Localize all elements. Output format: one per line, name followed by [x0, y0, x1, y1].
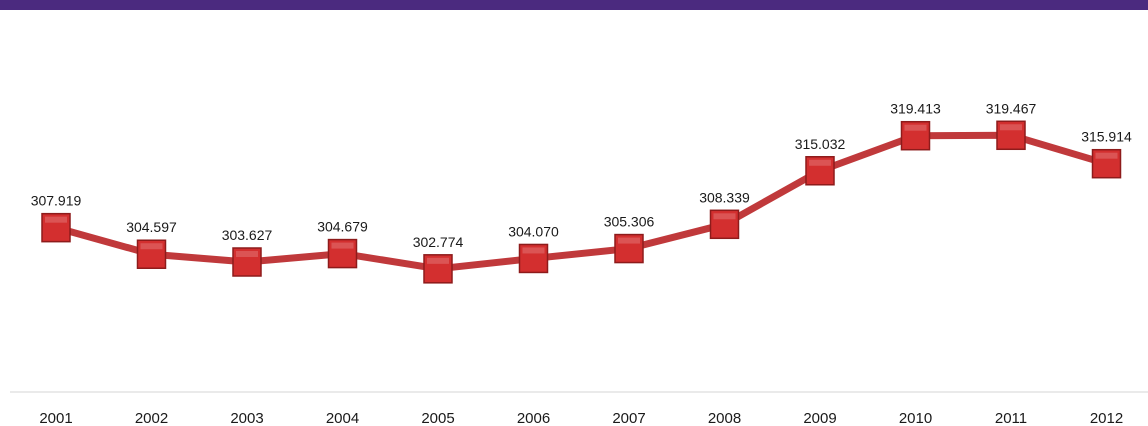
x-tick-label: 2010 — [899, 410, 932, 426]
x-tick-label: 2009 — [803, 410, 836, 426]
data-label: 304.597 — [126, 219, 177, 235]
data-label: 305.306 — [604, 214, 655, 230]
marker-highlight — [141, 243, 163, 249]
data-label: 304.679 — [317, 219, 368, 235]
marker-highlight — [618, 238, 640, 244]
data-label: 319.413 — [890, 101, 941, 117]
data-label: 308.339 — [699, 189, 750, 205]
marker-highlight — [905, 125, 927, 131]
x-tick-label: 2003 — [230, 410, 263, 426]
marker-highlight — [332, 243, 354, 249]
x-tick-layer: 2001 2002 2003 2004 2005 2006 2007 2008 2009 2010… — [39, 410, 1123, 426]
x-tick-label: 2007 — [612, 410, 645, 426]
data-label: 302.774 — [413, 234, 464, 250]
x-tick-label: 2006 — [517, 410, 550, 426]
marker-highlight — [714, 213, 736, 219]
marker-highlight — [809, 160, 831, 166]
data-label: 319.467 — [986, 100, 1037, 116]
series-line — [56, 135, 1107, 269]
data-label-layer: 307.919 304.597 303.627 304.679 302.774 304.0… — [31, 100, 1132, 250]
marker-highlight — [1000, 124, 1022, 130]
marker-highlight — [523, 247, 545, 253]
marker-highlight — [45, 217, 67, 223]
marker-highlight — [1096, 153, 1118, 159]
x-tick-label: 2011 — [995, 410, 1027, 426]
data-label: 304.070 — [508, 223, 559, 239]
data-label: 315.032 — [795, 136, 846, 152]
series-layer — [56, 135, 1107, 269]
x-tick-label: 2001 — [39, 410, 72, 426]
data-label: 303.627 — [222, 227, 273, 243]
x-tick-label: 2005 — [421, 410, 454, 426]
marker-highlight — [427, 258, 449, 264]
x-tick-label: 2004 — [326, 410, 359, 426]
x-tick-label: 2008 — [708, 410, 741, 426]
data-label: 307.919 — [31, 193, 82, 209]
data-label: 315.914 — [1081, 129, 1132, 145]
marker-highlight — [236, 251, 258, 257]
x-tick-label: 2002 — [135, 410, 168, 426]
x-tick-label: 2012 — [1090, 410, 1123, 426]
